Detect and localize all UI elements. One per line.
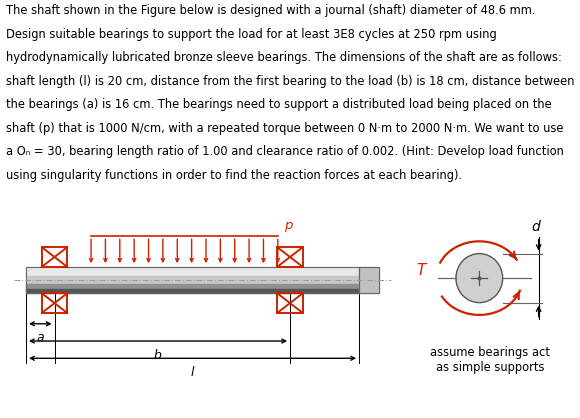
Text: $l$: $l$ <box>190 365 195 379</box>
Text: using singularity functions in order to find the reaction forces at each bearing: using singularity functions in order to … <box>6 169 462 182</box>
Bar <box>26 267 359 293</box>
Bar <box>26 289 359 293</box>
Text: $p$: $p$ <box>284 220 293 234</box>
Ellipse shape <box>456 254 503 303</box>
Text: $b$: $b$ <box>153 348 163 362</box>
Text: a Oₙ = 30, bearing length ratio of 1.00 and clearance ratio of 0.002. (Hint: Dev: a Oₙ = 30, bearing length ratio of 1.00 … <box>6 145 564 158</box>
Bar <box>26 276 359 284</box>
Text: shaft length (l) is 20 cm, distance from the first bearing to the load (b) is 18: shaft length (l) is 20 cm, distance from… <box>6 75 574 88</box>
Text: The shaft shown in the Figure below is designed with a journal (shaft) diameter : The shaft shown in the Figure below is d… <box>6 4 535 17</box>
Text: assume bearings act: assume bearings act <box>430 346 550 359</box>
Text: $d$: $d$ <box>531 219 542 234</box>
Bar <box>359 267 379 293</box>
Bar <box>42 247 67 267</box>
Text: the bearings (a) is 16 cm. The bearings need to support a distributed load being: the bearings (a) is 16 cm. The bearings … <box>6 98 552 111</box>
Text: shaft (p) that is 1000 N/cm, with a repeated torque between 0 N·m to 2000 N·m. W: shaft (p) that is 1000 N/cm, with a repe… <box>6 122 563 135</box>
Bar <box>359 267 379 293</box>
Bar <box>26 267 359 276</box>
Bar <box>26 284 359 289</box>
Text: as simple supports: as simple supports <box>436 361 545 374</box>
Text: hydrodynamically lubricated bronze sleeve bearings. The dimensions of the shaft : hydrodynamically lubricated bronze sleev… <box>6 51 561 64</box>
Text: Design suitable bearings to support the load for at least 3E8 cycles at 250 rpm : Design suitable bearings to support the … <box>6 28 496 41</box>
Text: $T$: $T$ <box>416 262 429 278</box>
Bar <box>42 293 67 313</box>
Bar <box>277 247 303 267</box>
Bar <box>277 293 303 313</box>
Text: $a$: $a$ <box>36 331 45 344</box>
